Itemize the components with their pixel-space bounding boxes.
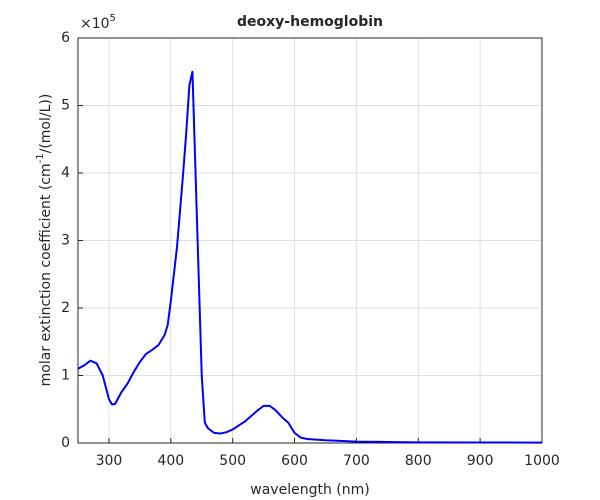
x-axis-label: wavelength (nm)	[250, 482, 369, 498]
x-tick-label: 900	[467, 453, 494, 469]
x-tick-label: 400	[157, 453, 184, 469]
y-tick-label: 4	[61, 165, 70, 181]
plot-frame	[77, 37, 543, 444]
chart-title: deoxy-hemoglobin	[237, 14, 383, 30]
y-tick-label: 5	[61, 98, 70, 114]
y-label-part: /(mol/L))	[38, 94, 54, 154]
x-tick-label: 500	[219, 453, 246, 469]
y-tick-label: 1	[61, 368, 70, 384]
y-multiplier-exp: 5	[110, 13, 116, 24]
x-tick-label: 300	[96, 453, 123, 469]
y-tick-label: 0	[61, 435, 70, 451]
x-tick-label: 1000	[524, 453, 560, 469]
y-multiplier: ×105	[80, 13, 116, 32]
y-label-sup: -1	[35, 153, 46, 163]
y-multiplier-base: ×10	[80, 16, 110, 32]
y-tick-label: 2	[61, 300, 70, 316]
y-label-part: molar extinction coefficient (cm	[38, 163, 54, 386]
x-tick-label: 600	[281, 453, 308, 469]
data-line	[77, 70, 543, 444]
x-tick-label: 800	[405, 453, 432, 469]
y-tick-label: 6	[61, 30, 70, 46]
x-tick-label: 700	[343, 453, 370, 469]
y-axis-label: molar extinction coefficient (cm-1/(mol/…	[35, 94, 54, 387]
y-tick-label: 3	[61, 233, 70, 249]
